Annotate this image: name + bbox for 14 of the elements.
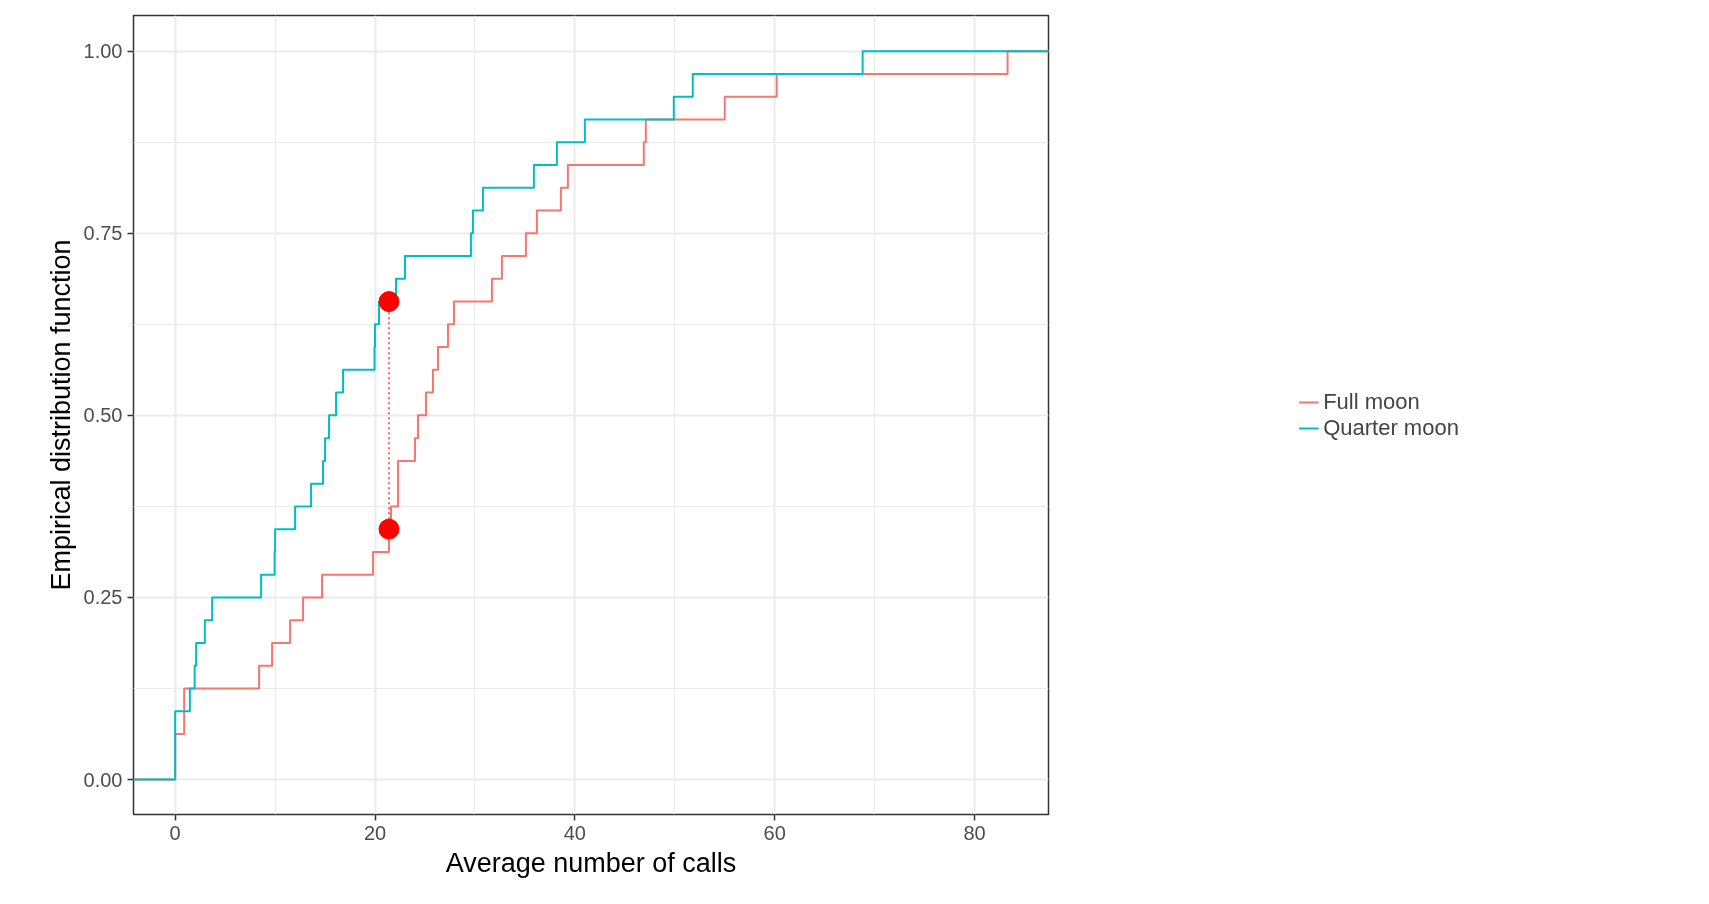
x-tick-label: 60 bbox=[763, 821, 786, 844]
y-tick-label: 0.75 bbox=[83, 222, 123, 245]
legend-label: Full moon bbox=[1323, 388, 1420, 415]
x-tick-label: 20 bbox=[363, 821, 387, 844]
y-tick-label: 0.25 bbox=[83, 586, 123, 609]
y-tick-label: 0.00 bbox=[83, 768, 123, 791]
y-tick-label: 0.50 bbox=[83, 404, 123, 427]
y-tick-label: 1.00 bbox=[83, 40, 123, 63]
x-axis-title: Average number of calls bbox=[445, 847, 737, 878]
x-tick-label: 80 bbox=[963, 821, 986, 844]
legend-label: Quarter moon bbox=[1323, 414, 1459, 441]
x-tick-label: 0 bbox=[169, 821, 181, 844]
x-tick-label: 40 bbox=[563, 821, 586, 844]
y-axis-title: Empirical distribution function bbox=[45, 239, 76, 591]
